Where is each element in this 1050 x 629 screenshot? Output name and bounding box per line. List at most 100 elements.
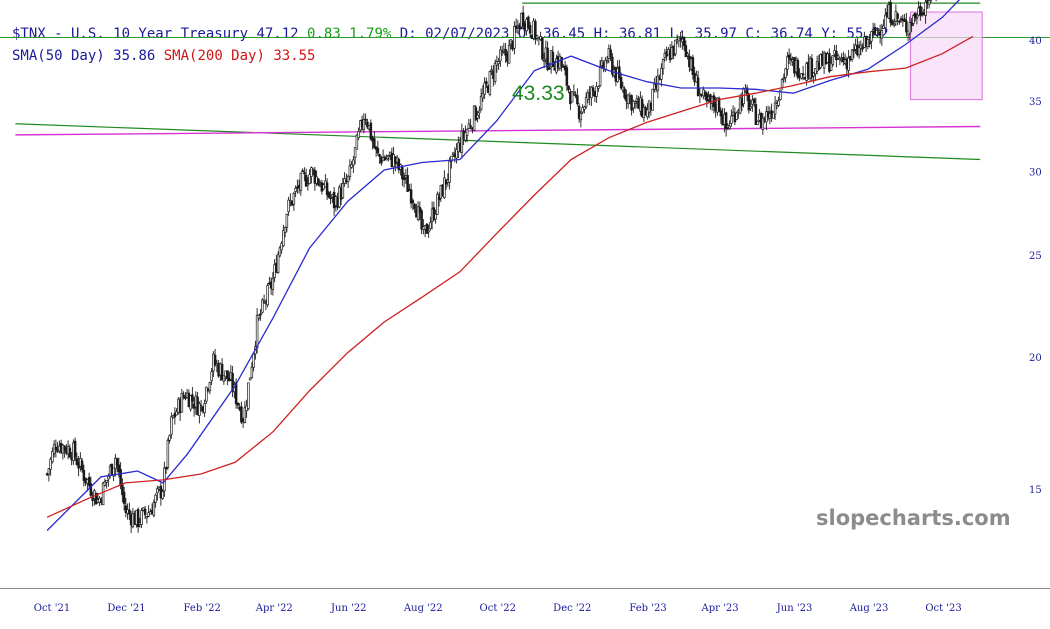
candle-body-416 (773, 102, 777, 115)
candle-body-148 (304, 174, 308, 187)
candle-body-453 (838, 57, 842, 60)
candle-body-177 (355, 134, 359, 150)
candle-body-77 (180, 392, 184, 413)
candle-body-52 (136, 509, 140, 528)
candle-body-214 (420, 210, 423, 230)
x-tick-label-3: Apr '22 (255, 603, 293, 614)
candle-body-149 (306, 183, 310, 186)
candle-body-352 (661, 59, 665, 70)
candle-body-404 (752, 98, 756, 104)
candle-body-237 (460, 130, 464, 153)
candle-body-242 (469, 125, 472, 128)
candle-body-323 (611, 56, 614, 75)
candle-body-116 (248, 377, 252, 381)
candle-body-400 (745, 87, 749, 96)
candle-body-20 (80, 460, 84, 471)
candle-body-424 (787, 54, 791, 58)
candle-body-26 (91, 497, 94, 502)
candle-body-254 (490, 69, 493, 72)
candle-body-402 (749, 106, 752, 109)
candle-body-187 (373, 138, 376, 149)
candle-body-311 (590, 86, 593, 99)
candle-body-264 (507, 45, 511, 64)
candle-body-276 (528, 24, 532, 34)
candle-body-40 (115, 458, 119, 466)
y-tick-label-40: 40 (1029, 36, 1042, 47)
candle-body-260 (500, 51, 504, 54)
candle-body-486 (896, 13, 899, 19)
y-tick-label-35: 35 (1029, 97, 1042, 108)
candle-body-190 (378, 154, 381, 157)
candle-body-419 (779, 89, 782, 100)
candle-body-366 (686, 53, 689, 57)
candle-body-33 (103, 481, 107, 486)
sma50-line (46, 0, 961, 531)
candle-body-38 (112, 467, 115, 477)
candle-body-505 (929, 0, 933, 2)
candle-body-155 (317, 178, 320, 186)
candle-body-21 (82, 469, 86, 481)
candle-body-121 (257, 314, 261, 319)
candle-body-62 (154, 494, 157, 503)
candle-body-297 (565, 67, 569, 86)
candle-body-253 (488, 71, 492, 95)
candle-body-423 (786, 56, 789, 70)
x-tick-label-8: Feb '23 (629, 603, 666, 614)
candle-body-47 (128, 509, 131, 515)
candle-body-477 (880, 30, 884, 39)
candle-body-150 (308, 174, 311, 184)
candle-body-448 (829, 62, 833, 71)
candle-body-502 (924, 1, 927, 16)
candle-body-227 (443, 177, 446, 199)
candle-body-394 (735, 112, 738, 120)
candle-body-429 (796, 59, 800, 78)
candle-body-422 (784, 68, 787, 78)
candle-body-63 (156, 488, 159, 494)
candle-body-129 (271, 278, 275, 290)
candle-body-466 (861, 46, 864, 50)
candle-body-405 (754, 104, 758, 125)
candle-body-115 (247, 382, 250, 410)
candle-body-504 (927, 0, 931, 5)
y-tick-label-15: 15 (1029, 485, 1042, 496)
candle-body-484 (892, 23, 896, 26)
candle-body-217 (425, 223, 429, 234)
sma200-value: 33.55 (273, 48, 316, 64)
candle-body-3 (51, 451, 54, 462)
candle-body-126 (266, 285, 269, 306)
candle-body-415 (772, 111, 775, 119)
sma50-label: SMA(50 Day) (12, 48, 105, 64)
candle-body-335 (632, 100, 635, 109)
x-tick-label-12: Oct '23 (925, 603, 961, 614)
candle-body-267 (513, 26, 516, 49)
candle-body-240 (465, 129, 469, 136)
candle-body-307 (583, 106, 586, 110)
candle-body-91 (205, 386, 208, 402)
candle-body-93 (208, 382, 212, 392)
candle-body-69 (166, 440, 170, 468)
candle-body-336 (633, 101, 637, 104)
candle-body-162 (329, 197, 332, 200)
candle-body-5 (54, 446, 58, 450)
candle-body-306 (581, 107, 584, 113)
candle-body-474 (875, 30, 878, 36)
candle-body-388 (724, 112, 728, 130)
candle-body-470 (868, 41, 871, 45)
highlight-box (910, 11, 983, 101)
y-tick-label-20: 20 (1029, 353, 1042, 364)
x-tick-label-0: Oct '21 (34, 603, 70, 614)
candle-body-120 (255, 315, 259, 349)
candle-body-103 (226, 370, 229, 380)
candle-body-308 (584, 97, 588, 108)
candle-body-239 (464, 132, 467, 141)
candle-body-35 (107, 475, 110, 480)
candle-body-138 (287, 199, 290, 213)
candle-body-16 (73, 440, 77, 458)
candle-body-90 (203, 403, 206, 413)
candle-body-431 (800, 73, 803, 79)
candle-body-118 (252, 353, 255, 368)
candle-body-332 (626, 94, 630, 105)
candle-body-113 (243, 407, 247, 423)
candle-body-42 (119, 469, 122, 487)
